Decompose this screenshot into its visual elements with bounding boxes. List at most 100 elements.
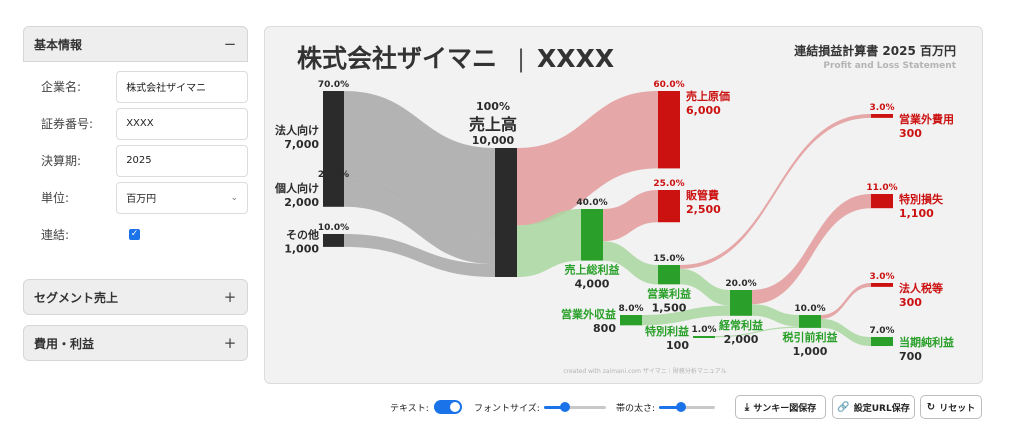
pct-net: 7.0%: [870, 326, 895, 336]
pct-ordinary: 20.0%: [725, 279, 756, 289]
font-size-label: フォントサイズ:: [474, 403, 540, 414]
label-nonopinc: 営業外収益: [561, 307, 616, 321]
pct-indiv: 20.0%: [318, 170, 349, 180]
value-extloss: 1,100: [899, 207, 934, 220]
chevron-down-icon: ⌄: [230, 192, 238, 203]
company-name-label: 企業名:: [41, 80, 82, 94]
label-tax: 法人税等: [899, 281, 943, 295]
value-nonopexp: 300: [899, 127, 922, 140]
flows: [344, 91, 871, 347]
label-other: その他: [286, 227, 319, 241]
pct-corp: 70.0%: [318, 80, 349, 90]
flow-pretax-to-net: [821, 318, 871, 347]
text-toggle-group: テキスト:: [390, 395, 462, 419]
font-size-slider[interactable]: [543, 401, 606, 413]
fiscal-year-input[interactable]: 2025: [116, 144, 248, 177]
costs-profit-title: 費用・利益: [34, 336, 95, 351]
fiscal-year-label: 決算期:: [41, 154, 82, 168]
costs-profit-header[interactable]: 費用・利益 +: [23, 325, 248, 361]
value-corp: 7,000: [284, 138, 319, 151]
save-url-label: 設定URL保存: [853, 403, 910, 414]
value-op: 1,500: [652, 301, 687, 314]
label-extinc: 特別利益: [645, 324, 689, 338]
pct-nonopinc: 8.0%: [619, 304, 644, 314]
value-sga: 2,500: [686, 203, 721, 216]
basic-info-header[interactable]: 基本情報 −: [23, 26, 248, 62]
expand-icon[interactable]: +: [223, 334, 237, 352]
toolbar: テキスト: フォントサイズ: 帯の太さ: ⤓ サンキー図保存 🔗 設定URL保存…: [0, 395, 1024, 419]
company-name-input[interactable]: 株式会社ザイマニ: [116, 70, 248, 103]
unit-select[interactable]: 百万円 ⌄: [116, 181, 248, 214]
node-tax: [871, 283, 893, 287]
label-pretax: 税引前利益: [783, 330, 838, 344]
fiscal-year-row: 決算期: 2025: [31, 142, 248, 179]
label-net: 当期純利益: [899, 335, 954, 349]
consolidated-row: 連結: ✓: [31, 216, 248, 253]
pct-extloss: 11.0%: [866, 183, 897, 193]
value-rev: 10,000: [472, 134, 515, 147]
reset-button[interactable]: ↻ リセット: [920, 395, 982, 419]
slider-fill: [543, 406, 566, 409]
slider-thumb[interactable]: [676, 402, 687, 412]
node-nonopexp: [871, 114, 893, 118]
flow-op-to-ordinary: [680, 268, 730, 306]
expand-icon[interactable]: +: [223, 288, 237, 306]
pct-nonopexp: 3.0%: [870, 103, 895, 113]
label-indiv: 個人向け: [274, 181, 319, 195]
text-toggle[interactable]: [433, 400, 462, 414]
chart-subtitle: 連結損益計算書 2025 百万円: [794, 43, 956, 58]
save-url-button[interactable]: 🔗 設定URL保存: [832, 395, 915, 419]
flow-ordinary-to-extloss: [752, 194, 871, 305]
chart-subtitle-en: Profit and Loss Statement: [823, 61, 956, 71]
pct-pretax: 10.0%: [794, 304, 825, 314]
value-extinc: 100: [666, 339, 689, 352]
node-other: [323, 234, 344, 247]
pct-tax: 3.0%: [870, 272, 895, 282]
sankey-chart-card: 株式会社ザイマニ | XXXX 連結損益計算書 2025 百万円 Profit and …: [264, 26, 983, 384]
save-sankey-button[interactable]: ⤓ サンキー図保存: [735, 395, 826, 419]
value-cogs: 6,000: [686, 104, 721, 117]
collapse-icon[interactable]: −: [223, 35, 237, 53]
label-ordinary: 経常利益: [719, 318, 763, 332]
node-extinc: [693, 336, 715, 338]
value-ordinary: 2,000: [724, 333, 759, 346]
security-code-title: XXXX: [537, 44, 614, 73]
flow-rev-to-cogs: [517, 91, 658, 226]
node-cogs: [658, 91, 680, 169]
security-code-input[interactable]: XXXX: [116, 107, 248, 140]
save-sankey-label: サンキー図保存: [753, 403, 817, 414]
unit-value: 百万円: [126, 194, 157, 205]
flow-ordinary-to-pretax: [752, 304, 799, 327]
company-title: 株式会社ザイマニ: [297, 44, 497, 73]
pct-op: 15.0%: [653, 254, 684, 264]
slider-thumb[interactable]: [560, 402, 571, 412]
node-indiv: [323, 181, 344, 207]
pct-cogs: 60.0%: [653, 80, 684, 90]
slider-track: [659, 406, 716, 409]
basic-info-title: 基本情報: [34, 37, 83, 52]
pct-sga: 25.0%: [653, 179, 684, 189]
flow-indiv-to-rev: [344, 181, 495, 265]
band-width-slider[interactable]: [659, 401, 716, 413]
company-name-value: 株式会社ザイマニ: [126, 83, 207, 94]
flow-other-to-rev: [344, 234, 495, 277]
sidebar: 基本情報 − 企業名: 株式会社ザイマニ 証券番号: XXXX 決算期: 202…: [23, 26, 248, 361]
flow-gross-to-op: [603, 241, 658, 285]
link-icon: 🔗: [837, 401, 850, 413]
segment-sales-header[interactable]: セグメント売上 +: [23, 279, 248, 315]
node-ordinary: [730, 290, 752, 316]
node-sga: [658, 190, 680, 223]
node-gross: [581, 209, 603, 261]
flow-gross-to-sga: [603, 190, 658, 242]
unit-label: 単位:: [41, 191, 70, 205]
consolidated-checkbox[interactable]: ✓: [129, 229, 140, 240]
pct-other: 10.0%: [318, 223, 349, 233]
pct-gross: 40.0%: [576, 198, 607, 208]
flow-op-to-nonopexp: [680, 114, 871, 269]
node-extloss: [871, 194, 893, 209]
segment-sales-title: セグメント売上: [34, 290, 119, 305]
flow-nonopinc-to-ordinary: [642, 305, 730, 326]
basic-info-body: 企業名: 株式会社ザイマニ 証券番号: XXXX 決算期: 2025 単位: 百…: [23, 62, 248, 259]
security-code-label: 証券番号:: [41, 117, 94, 131]
consolidated-label: 連結:: [41, 228, 70, 242]
